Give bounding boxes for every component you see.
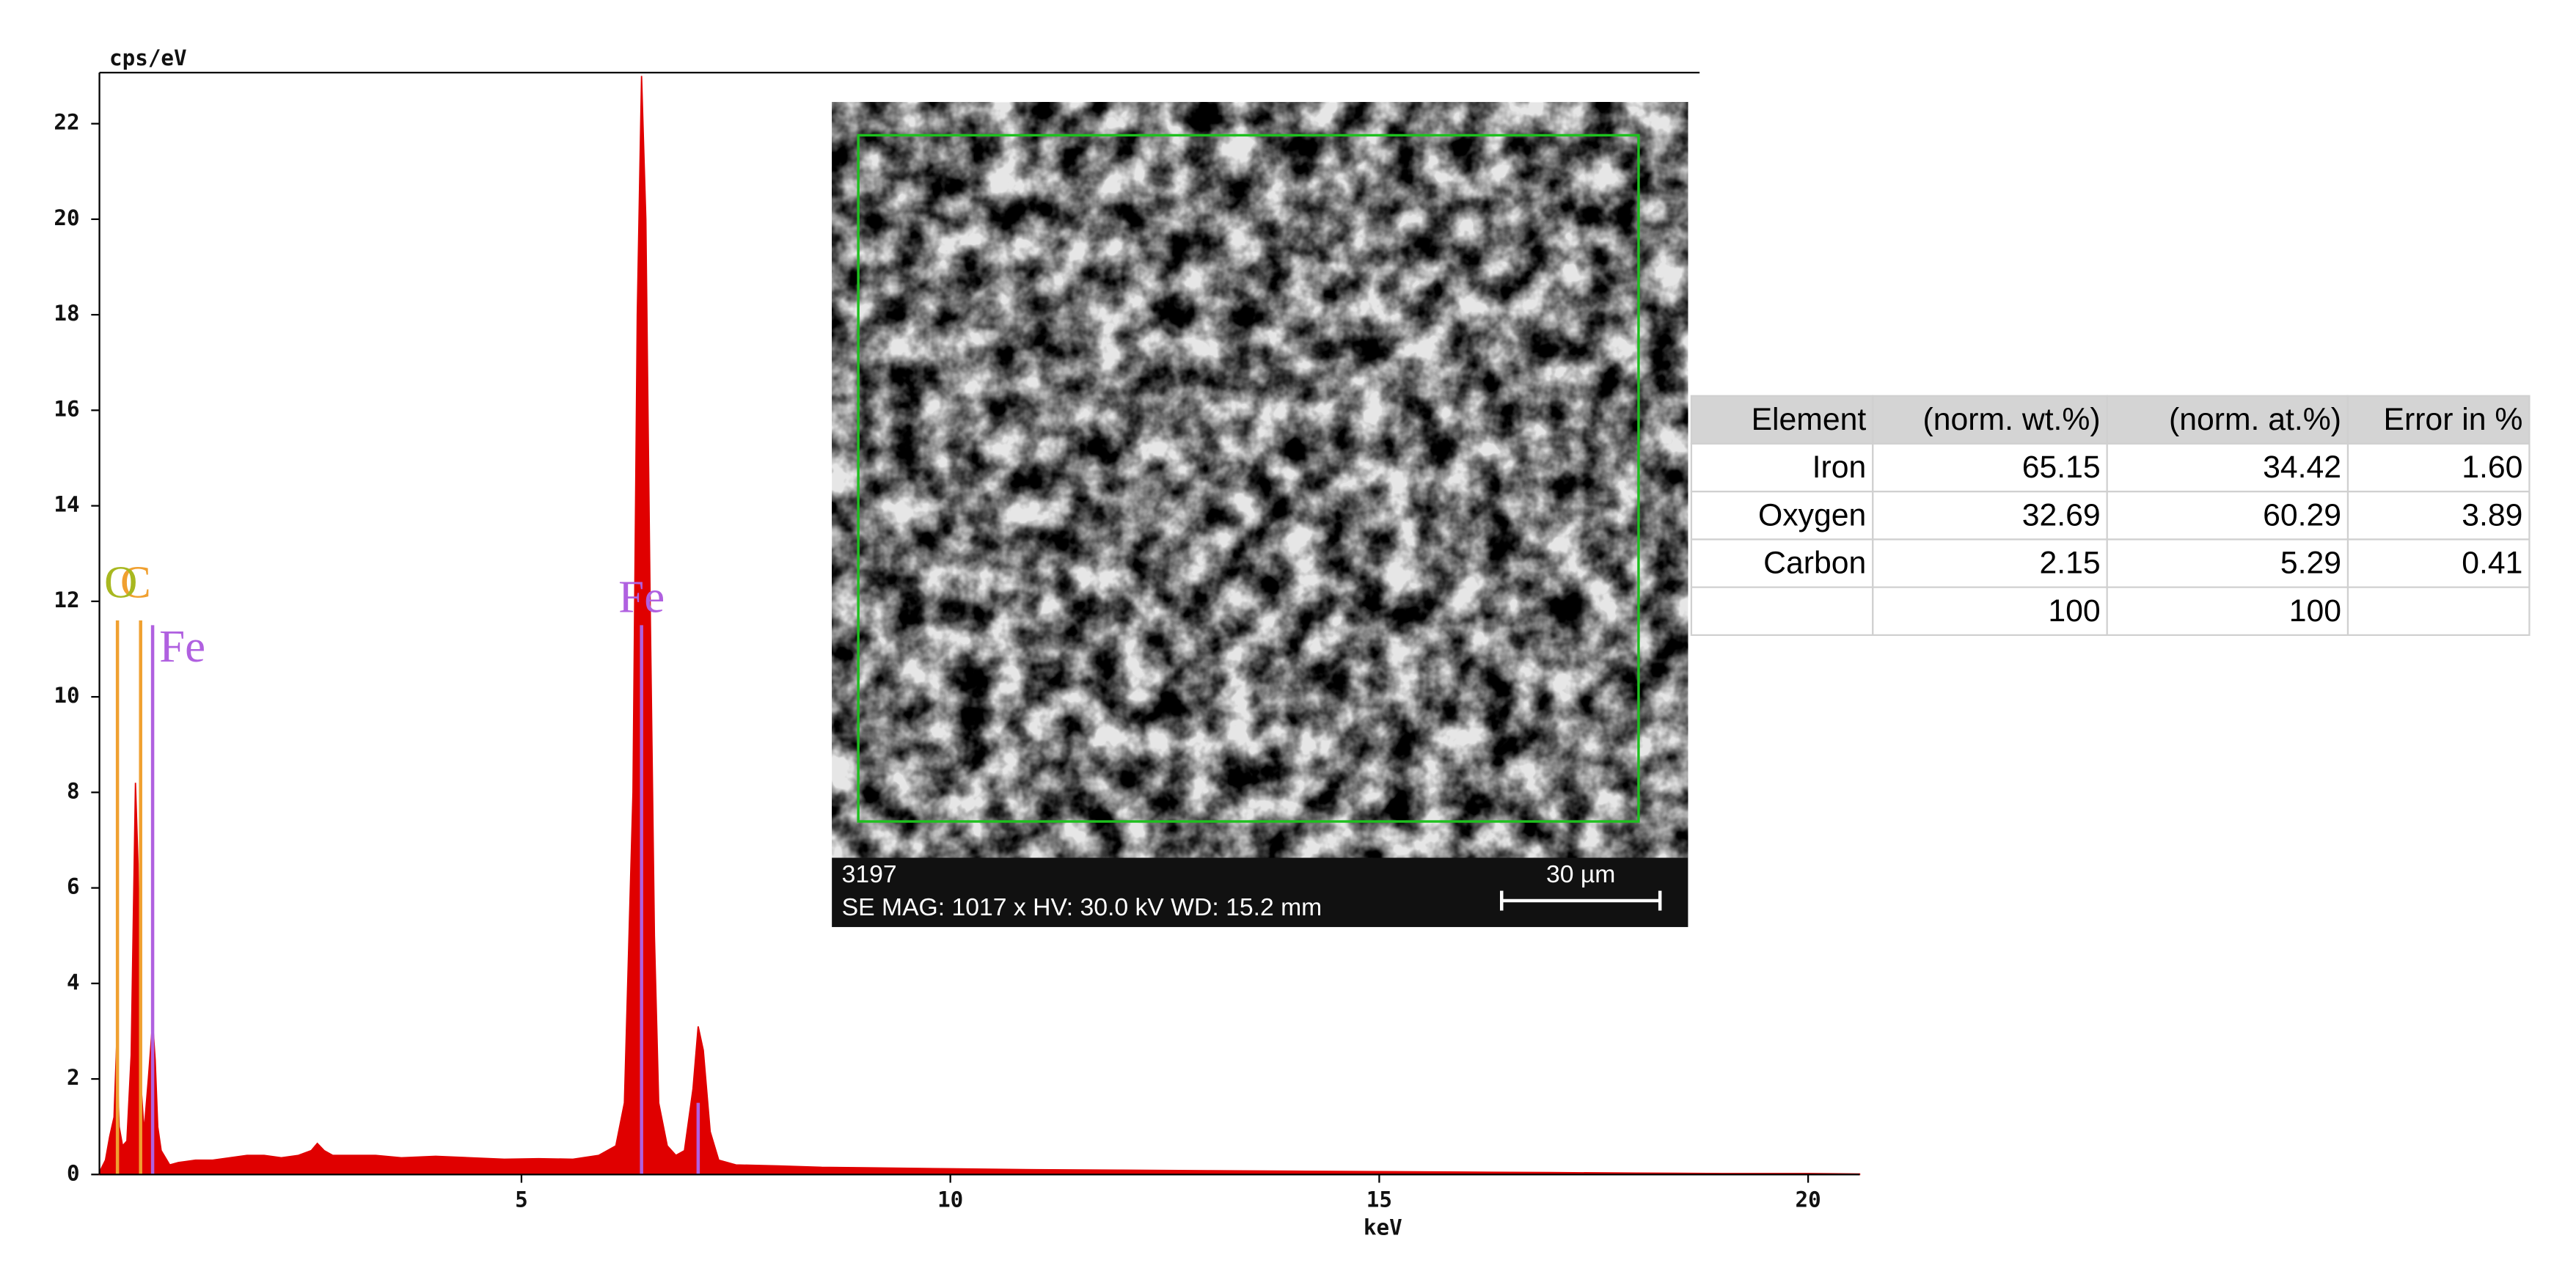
- spectrum: [98, 76, 1861, 1176]
- element-label: Fe: [159, 620, 205, 672]
- scale-bar: [1500, 890, 1662, 911]
- table-cell: [2106, 442, 2349, 493]
- y-axis-label: cps/eV: [109, 45, 187, 70]
- table-header: Error in %: [2383, 402, 2522, 437]
- element-label: C: [120, 556, 151, 607]
- info-bar: [832, 857, 1688, 927]
- y-tick-label: 16: [54, 396, 79, 421]
- y-tick-label: 8: [67, 778, 80, 803]
- table-cell: [2106, 491, 2349, 541]
- y-tick-label: 18: [54, 301, 79, 326]
- table-cell: [2346, 442, 2531, 493]
- table-cell: [1872, 395, 2108, 445]
- table-cell: [2106, 395, 2349, 445]
- table-value: 3.89: [2462, 497, 2522, 532]
- table-header: (norm. at.%): [2169, 402, 2341, 437]
- x-tick-label: 10: [937, 1187, 963, 1212]
- y-tick-label: 2: [67, 1065, 80, 1090]
- table-cell: [2106, 538, 2349, 588]
- y-tick-label: 10: [54, 683, 79, 708]
- scale-bar-label: 30 µm: [1546, 860, 1615, 888]
- table-header: Element: [1752, 402, 1867, 437]
- table-value: 5.29: [2280, 546, 2341, 581]
- table-cell: [1872, 442, 2108, 493]
- table-cell: [2346, 538, 2531, 588]
- table-cell: [2346, 586, 2531, 637]
- table-header: (norm. wt.%): [1923, 402, 2101, 437]
- table-cell: [1872, 491, 2108, 541]
- y-tick-label: 14: [54, 492, 79, 517]
- table-value: 65.15: [2022, 450, 2101, 485]
- plot: 0 2 4 6 8 10 12 14 16 18 20 22 5 10 15 20 CO Fe Fe: [54, 71, 1861, 1212]
- x-tick-label: 15: [1366, 1187, 1392, 1212]
- y-tick-label: 12: [54, 587, 79, 612]
- sem-texture: [832, 102, 1688, 858]
- x-tick-label: 20: [1796, 1187, 1821, 1212]
- table-cell: [1872, 586, 2108, 637]
- table-value: 1.60: [2462, 450, 2522, 485]
- y-tick-label: 20: [54, 205, 79, 230]
- table-value: 2.15: [2039, 546, 2100, 581]
- sem-image: 3197 SE MAG: 1017 x HV: 30.0 kV WD: 15.2…: [832, 102, 1688, 927]
- table-value: 100: [2048, 593, 2100, 629]
- table-value: 0.41: [2462, 546, 2522, 581]
- table-value: 32.69: [2022, 497, 2101, 532]
- table-value: 34.42: [2263, 450, 2341, 485]
- image-id: 3197: [842, 860, 897, 888]
- table-cell: [1690, 586, 1874, 637]
- table-cell: [1690, 491, 1874, 541]
- table-cell: [2346, 491, 2531, 541]
- table-value: Carbon: [1763, 546, 1866, 581]
- x-axis-label: keV: [1364, 1215, 1402, 1240]
- y-tick-label: 22: [54, 110, 79, 135]
- y-tick-label: 4: [67, 970, 80, 995]
- table-value: 100: [2289, 593, 2341, 629]
- selection-box: [857, 133, 1640, 823]
- table-value: Iron: [1812, 450, 1867, 485]
- table-value: 60.29: [2263, 497, 2341, 532]
- x-tick-label: 5: [515, 1187, 528, 1212]
- y-tick-label: 0: [67, 1160, 80, 1185]
- table-cell: [1690, 395, 1874, 445]
- element-label: O: [104, 556, 137, 607]
- table-value: Oxygen: [1758, 497, 1866, 532]
- image-info: SE MAG: 1017 x HV: 30.0 kV WD: 15.2 mm: [842, 893, 1322, 921]
- element-label: Fe: [618, 571, 665, 622]
- table: Element (norm. wt.%) (norm. at.%) Error in …: [1690, 395, 2531, 637]
- y-tick-label: 6: [67, 874, 80, 899]
